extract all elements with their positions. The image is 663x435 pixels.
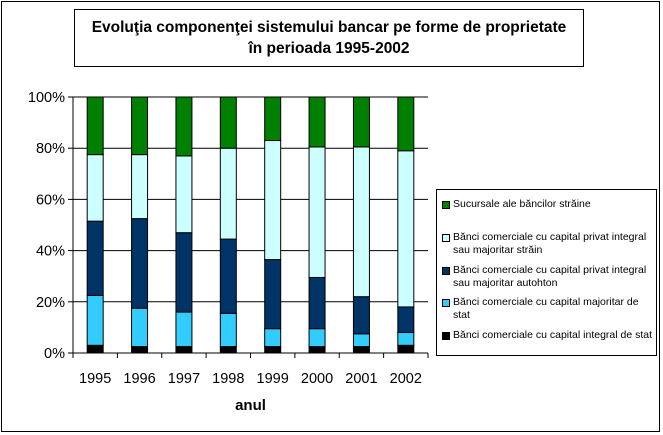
x-tick-label: 1998: [212, 371, 244, 387]
bar-segment: [219, 147, 237, 240]
bar-segment: [352, 333, 370, 348]
bar-segment: [308, 346, 326, 354]
bar-segment: [397, 344, 415, 354]
bar-segment: [131, 96, 149, 156]
bar-segment: [175, 232, 193, 313]
bar-segment: [397, 150, 415, 308]
legend-swatch: [442, 299, 450, 307]
legend-label: Bănci comerciale cu capital privat integ…: [453, 264, 647, 289]
bar-segment: [397, 306, 415, 334]
x-tick-label: 2002: [390, 371, 422, 387]
legend: Sucursale ale băncilor străine Bănci come…: [436, 189, 657, 356]
bar-segment: [219, 96, 237, 149]
bar-segment: [175, 96, 193, 157]
bar-segment: [175, 311, 193, 348]
bar-segment: [264, 96, 282, 142]
bar-segment: [131, 346, 149, 354]
bar-segment: [219, 238, 237, 314]
bar-segment: [352, 296, 370, 335]
bar-segment: [86, 220, 104, 296]
y-tick-label: 0%: [44, 346, 65, 362]
x-tick-label: 2000: [301, 371, 333, 387]
chart-title-text: Evoluţia componenţei sistemului bancar p…: [91, 19, 567, 57]
legend-label: Bănci comerciale cu capital privat integ…: [453, 231, 647, 256]
legend-swatch: [442, 267, 450, 275]
bar-segment: [397, 332, 415, 346]
bar-segment: [308, 146, 326, 278]
x-tick-label: 1996: [123, 371, 155, 387]
legend-label: Bănci comerciale cu capital integral de …: [453, 329, 653, 341]
bar-segment: [86, 154, 104, 222]
bar-segment: [86, 344, 104, 354]
legend-swatch: [442, 201, 450, 209]
bar-segment: [264, 346, 282, 354]
x-tick-label: 1997: [168, 371, 200, 387]
bar-segment: [131, 154, 149, 220]
bar-segment: [86, 96, 104, 156]
bar-segment: [131, 307, 149, 348]
x-tick-label: 2001: [345, 371, 377, 387]
bar-segment: [175, 346, 193, 354]
legend-label: Sucursale ale băncilor străine: [453, 198, 591, 210]
bar-segment: [131, 218, 149, 309]
bar-segment: [219, 346, 237, 354]
y-tick-label: 20%: [36, 295, 65, 311]
y-tick-label: 100%: [28, 90, 65, 106]
y-tick-label: 60%: [36, 192, 65, 208]
bar-segment: [175, 155, 193, 234]
bar-segment: [352, 96, 370, 148]
legend-label: Bănci comerciale cu capital majoritar de…: [453, 296, 639, 321]
bar-segment: [86, 294, 104, 346]
legend-swatch: [442, 332, 450, 340]
bar-segment: [308, 276, 326, 330]
bar-segment: [264, 140, 282, 261]
bar-segment: [308, 328, 326, 348]
bar-segment: [352, 146, 370, 298]
x-axis-label: anul: [235, 397, 266, 414]
chart-title: Evoluţia componenţei sistemului bancar p…: [74, 9, 584, 67]
bar-segment: [264, 259, 282, 330]
y-tick-label: 40%: [36, 244, 65, 260]
x-tick-label: 1999: [257, 371, 289, 387]
bar-segment: [264, 328, 282, 348]
bar-segment: [352, 346, 370, 354]
legend-swatch: [442, 234, 450, 242]
x-tick-label: 1995: [79, 371, 111, 387]
bar-segment: [308, 96, 326, 148]
bar-segment: [397, 96, 415, 152]
y-tick-label: 80%: [36, 141, 65, 157]
bar-segment: [219, 312, 237, 348]
